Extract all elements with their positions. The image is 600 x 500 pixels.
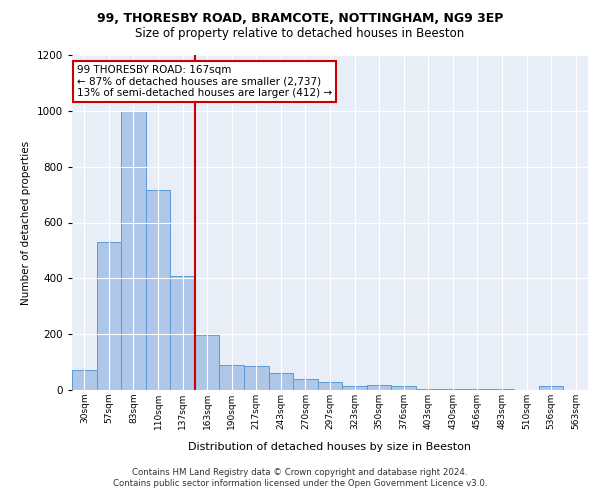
Bar [220,365,244,390]
Bar [367,385,391,390]
Bar [269,373,293,390]
Text: 99, THORESBY ROAD, BRAMCOTE, NOTTINGHAM, NG9 3EP: 99, THORESBY ROAD, BRAMCOTE, NOTTINGHAM,… [97,12,503,26]
Bar [244,366,269,390]
Bar [342,386,367,390]
Y-axis label: Number of detached properties: Number of detached properties [21,140,31,304]
Bar [195,335,220,390]
Bar [97,242,121,390]
Bar [293,379,318,390]
Text: Size of property relative to detached houses in Beeston: Size of property relative to detached ho… [136,28,464,40]
Bar [465,388,490,390]
Bar [539,386,563,390]
Text: Distribution of detached houses by size in Beeston: Distribution of detached houses by size … [188,442,472,452]
Text: 99 THORESBY ROAD: 167sqm
← 87% of detached houses are smaller (2,737)
13% of sem: 99 THORESBY ROAD: 167sqm ← 87% of detach… [77,65,332,98]
Bar [146,190,170,390]
Bar [72,370,97,390]
Bar [121,111,146,390]
Bar [416,388,440,390]
Text: Contains HM Land Registry data © Crown copyright and database right 2024.
Contai: Contains HM Land Registry data © Crown c… [113,468,487,487]
Bar [391,386,416,390]
Bar [318,382,342,390]
Bar [440,388,465,390]
Bar [170,276,195,390]
Bar [490,388,514,390]
